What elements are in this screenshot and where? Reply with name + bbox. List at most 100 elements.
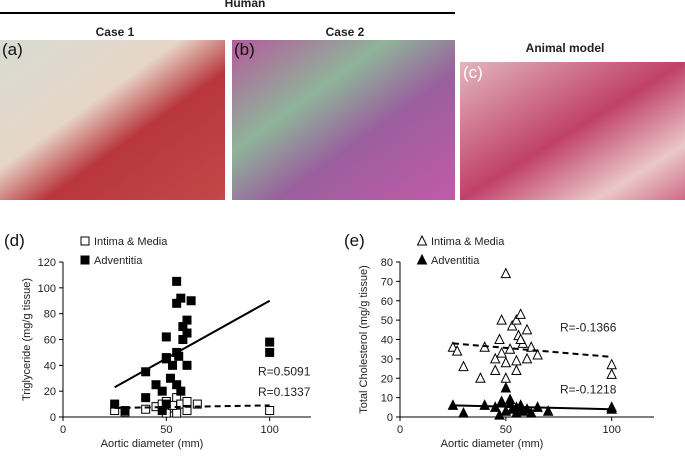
y-axis-label: Total Cholesterol (mg/g tissue) <box>358 265 370 414</box>
y-axis-label: Triglyceride (mg/g tissue) <box>21 278 33 401</box>
data-point <box>458 360 469 372</box>
x-tick-label: 50 <box>500 424 512 436</box>
y-tick-label: 10 <box>381 393 393 405</box>
data-point <box>515 333 526 344</box>
data-point <box>511 354 522 366</box>
y-tick-label: 50 <box>381 315 393 327</box>
data-point <box>186 296 196 306</box>
y-tick-label: 70 <box>381 276 393 288</box>
data-point <box>176 293 186 303</box>
data-point <box>506 319 518 331</box>
y-tick-label: 60 <box>44 335 56 347</box>
legend-marker <box>80 255 90 265</box>
legend-label: Adventitia <box>94 255 143 267</box>
data-point <box>496 395 507 406</box>
panel-label: (e) <box>344 231 365 250</box>
legend-marker <box>416 234 428 246</box>
y-tick-label: 40 <box>381 335 393 347</box>
trendline <box>114 299 271 389</box>
data-point <box>494 333 505 344</box>
data-point <box>168 360 178 370</box>
annotation: R=-0.1366 <box>560 320 617 334</box>
x-axis-label: Aortic diameter (mm) <box>101 438 204 450</box>
data-point <box>151 380 161 390</box>
panel-label: (a) <box>2 40 23 59</box>
data-point <box>496 314 507 325</box>
data-point <box>489 364 501 375</box>
data-point <box>525 341 537 352</box>
case-title: Animal model <box>526 41 605 55</box>
data-point <box>182 397 192 406</box>
annotation: R=0.5091 <box>258 364 311 378</box>
data-point <box>120 406 130 416</box>
y-tick-label: 20 <box>381 373 393 385</box>
data-point <box>182 315 192 325</box>
data-point <box>165 373 175 383</box>
y-tick-label: 40 <box>44 360 56 372</box>
data-point <box>504 393 516 405</box>
data-point <box>475 372 486 383</box>
data-point <box>458 407 469 418</box>
data-point <box>265 337 275 347</box>
data-point <box>265 406 275 416</box>
x-axis-label: Aortic diameter (mm) <box>441 438 544 450</box>
data-point <box>479 399 490 410</box>
data-point <box>172 380 182 390</box>
data-point <box>157 386 167 396</box>
y-tick-label: 60 <box>381 296 393 308</box>
panel-label: (b) <box>234 40 255 59</box>
trendline <box>452 404 612 411</box>
data-point <box>496 346 507 358</box>
data-point <box>500 267 512 279</box>
data-point <box>606 358 617 370</box>
data-point <box>182 360 192 370</box>
data-point <box>192 399 202 409</box>
data-point <box>521 352 533 364</box>
legend-label: Intima & Media <box>431 236 505 248</box>
data-point <box>141 404 151 414</box>
data-point <box>451 345 463 356</box>
x-tick-label: 100 <box>602 424 620 436</box>
case-title: Case 2 <box>326 25 365 39</box>
data-point <box>265 347 275 357</box>
data-point <box>500 381 512 393</box>
data-point <box>172 408 182 418</box>
y-tick-label: 20 <box>44 386 56 398</box>
case-title: Case 1 <box>96 25 135 39</box>
panel-label: (d) <box>4 231 25 250</box>
data-point <box>511 364 522 375</box>
x-tick-label: 50 <box>160 424 172 436</box>
group-title: Human <box>225 0 266 10</box>
histology-image <box>460 62 685 200</box>
data-point <box>141 393 151 403</box>
x-tick-label: 100 <box>260 424 278 436</box>
y-tick-label: 100 <box>38 283 56 295</box>
y-tick-label: 80 <box>381 257 393 269</box>
legend-label: Intima & Media <box>94 236 168 248</box>
annotation: R=-0.1218 <box>560 382 617 396</box>
panel-label: (c) <box>463 63 483 82</box>
data-point <box>182 328 192 338</box>
data-point <box>500 372 512 383</box>
data-point <box>521 323 533 335</box>
data-point <box>172 276 182 286</box>
data-point <box>494 408 505 420</box>
y-tick-label: 120 <box>38 257 56 269</box>
trendline <box>114 404 270 409</box>
data-point <box>532 348 543 360</box>
data-point <box>606 368 617 379</box>
histology-image <box>0 40 225 200</box>
y-tick-label: 80 <box>44 309 56 321</box>
legend-label: Adventitia <box>431 255 480 267</box>
x-tick-label: 0 <box>397 424 403 436</box>
data-point <box>489 352 501 364</box>
trendline <box>452 342 612 358</box>
data-point <box>161 332 171 342</box>
data-point <box>525 407 537 418</box>
y-tick-label: 0 <box>50 412 56 424</box>
histology-image <box>232 40 455 200</box>
y-tick-label: 0 <box>387 412 393 424</box>
data-point <box>511 314 522 325</box>
data-point <box>542 405 554 416</box>
